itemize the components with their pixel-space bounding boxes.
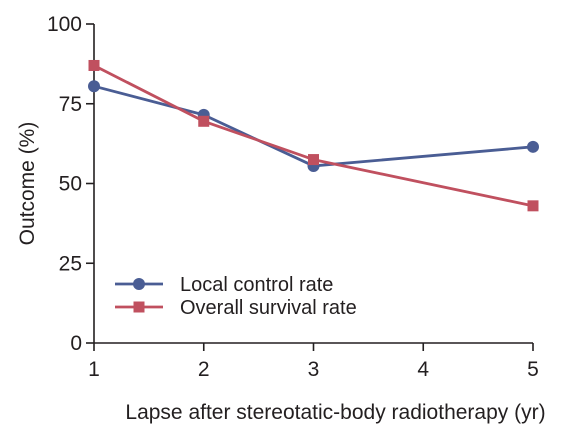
data-point	[198, 115, 210, 127]
x-tick-label: 2	[198, 358, 210, 381]
y-tick-label: 0	[70, 332, 82, 355]
data-point	[527, 140, 539, 153]
x-tick-label: 1	[88, 358, 100, 381]
y-axis-ticks: 0 25 50 75 100	[47, 13, 94, 355]
x-tick-label: 4	[417, 358, 429, 381]
y-tick-label: 75	[59, 93, 82, 116]
series-line	[93, 64, 534, 208]
series-layer	[88, 59, 539, 212]
data-point	[88, 59, 100, 71]
legend-item: Local control rate	[115, 274, 333, 296]
data-point	[308, 154, 319, 166]
legend-item: Overall survival rate	[115, 297, 357, 319]
legend-marker	[133, 301, 145, 313]
y-tick-label: 50	[59, 173, 82, 196]
y-tick-label: 100	[47, 13, 82, 36]
legend-label: Overall survival rate	[180, 297, 357, 319]
series-2	[88, 59, 539, 212]
x-tick-label: 5	[527, 358, 539, 381]
x-axis-title: Lapse after stereotatic-body radiotherap…	[125, 401, 545, 424]
legend-label: Local control rate	[180, 274, 333, 296]
y-tick-label: 25	[59, 252, 82, 275]
legend-marker	[133, 278, 145, 290]
data-point	[527, 200, 539, 212]
data-point	[88, 80, 100, 93]
x-axis-ticks: 1 2 3 4 5	[88, 343, 539, 381]
y-axis-title: Outcome (%)	[16, 122, 39, 246]
x-tick-label: 3	[308, 358, 320, 381]
